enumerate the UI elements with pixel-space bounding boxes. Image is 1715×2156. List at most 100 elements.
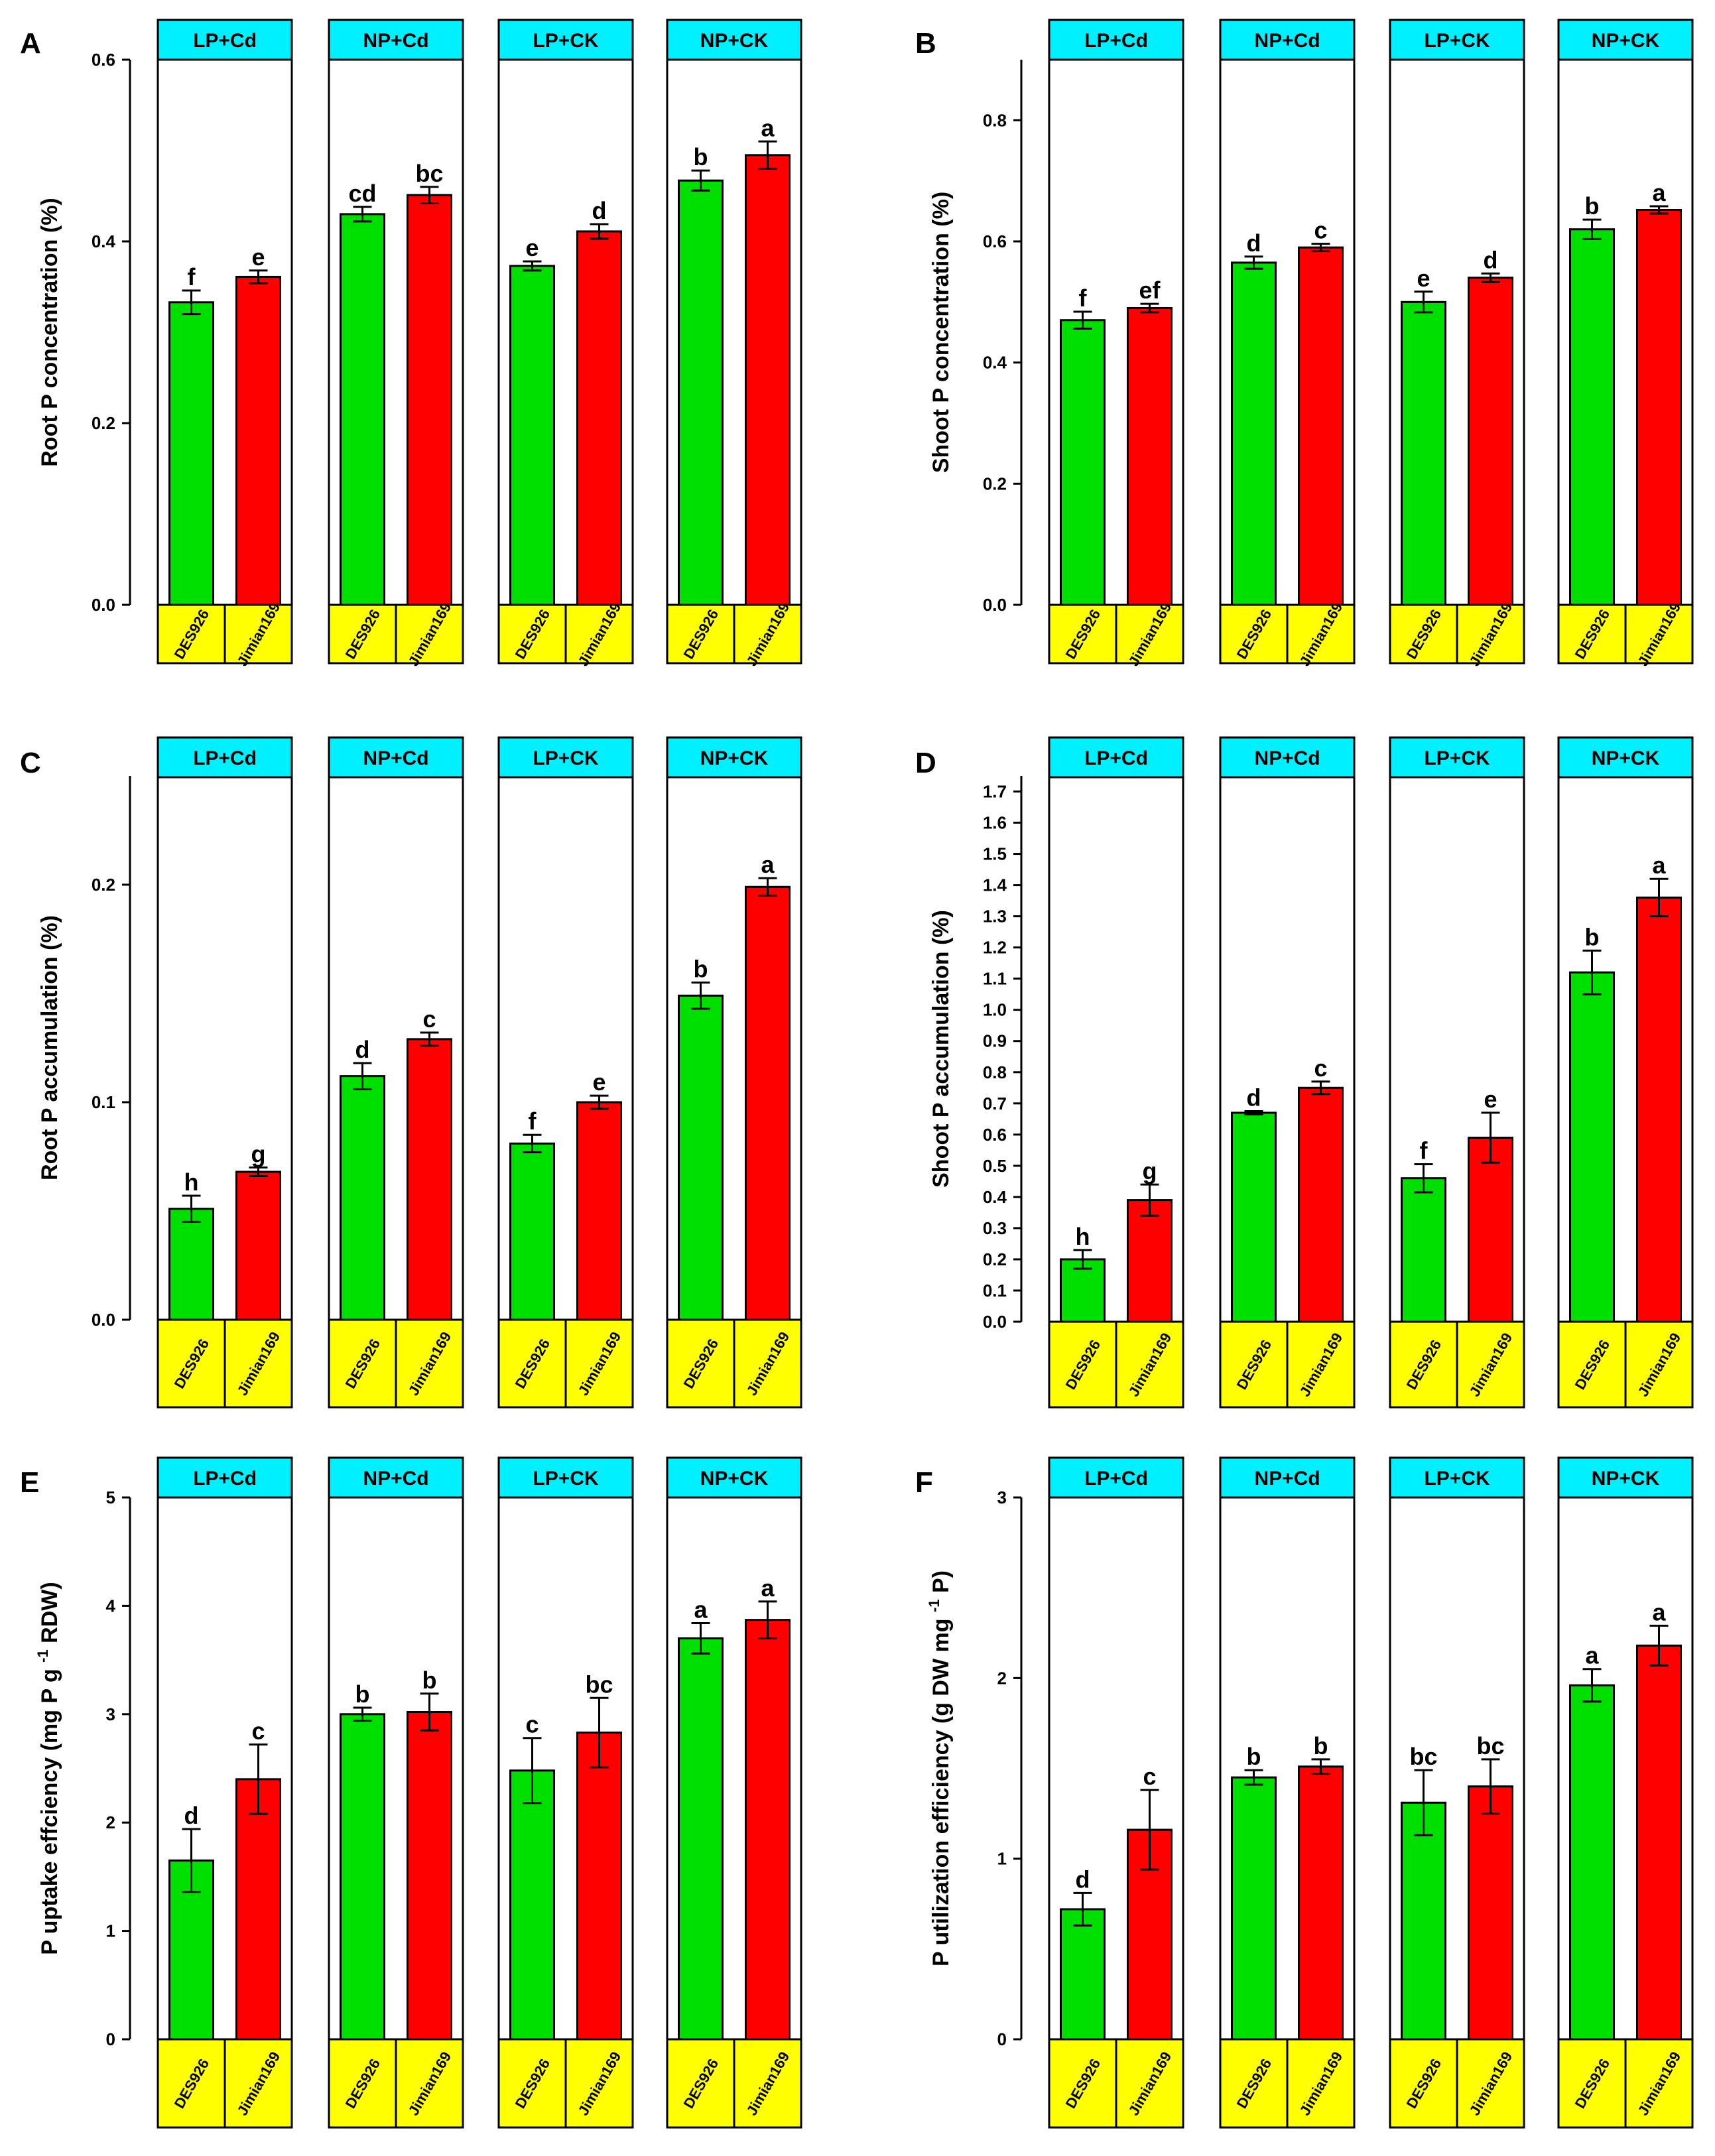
y-tick-label: 1.1 (983, 969, 1007, 989)
bar-jimian169 (745, 154, 791, 606)
significance-letter: ef (1139, 277, 1161, 304)
y-tick-label: 0.0 (983, 1312, 1007, 1332)
group-header (1389, 736, 1525, 779)
y-tick-label: 5 (106, 1488, 115, 1507)
panel-f: F 0 1 2 3 P utilization efficiency (g DW mg -… (915, 1456, 1694, 2129)
y-tick-label: 1.0 (983, 1000, 1007, 1020)
bar-des926 (168, 1208, 214, 1321)
significance-letter: d (1247, 1084, 1261, 1111)
significance-letter: bc (415, 160, 443, 187)
significance-letter: c (1314, 217, 1327, 244)
group-header-label: LP+Cd (1084, 1468, 1148, 1490)
bar-des926 (678, 994, 724, 1321)
group-header (1557, 19, 1694, 61)
significance-letter: e (525, 234, 539, 261)
bar-jimian169 (407, 1038, 452, 1321)
bar-jimian169 (745, 885, 791, 1321)
bar-des926 (1231, 261, 1277, 606)
significance-letter: e (251, 243, 265, 271)
bar-des926 (1231, 1776, 1277, 2041)
bar-jimian169 (1298, 246, 1344, 606)
group-header-label: LP+Cd (193, 30, 257, 52)
bar-jimian169 (576, 230, 622, 606)
bar-des926 (1060, 1258, 1106, 1323)
y-tick-label: 1.7 (983, 782, 1007, 802)
group-header-label: NP+Cd (363, 747, 428, 769)
bar-jimian169 (576, 1732, 622, 2041)
group-header-label: NP+Cd (363, 30, 428, 52)
group-header (1048, 736, 1184, 779)
y-axis-label: Root P accumulation (%) (37, 915, 62, 1180)
y-axis-label: P utilization efficiency (g DW mg -1 P) (926, 1570, 954, 1966)
bar-des926 (1569, 971, 1615, 1323)
significance-letter: f (1420, 1137, 1429, 1165)
group-header (1048, 1456, 1184, 1499)
y-tick-label: 0 (106, 2029, 115, 2049)
significance-letter: b (1585, 192, 1600, 220)
panel-e: E 0 1 2 3 4 5 P uptake effciency (mg P g -1 RDW… (20, 1456, 802, 2129)
y-tick-label: 0.6 (983, 231, 1007, 251)
y-tick-label: 0.2 (92, 875, 115, 895)
y-tick-label: 0.4 (983, 353, 1007, 373)
bar-jimian169 (1636, 1644, 1682, 2041)
bar-des926 (1401, 1177, 1446, 1323)
bar-des926 (340, 213, 385, 606)
bar-des926 (509, 1769, 555, 2041)
significance-letter: c (251, 1718, 265, 1745)
y-tick-label: 0.2 (92, 413, 115, 433)
significance-letter: g (1143, 1157, 1157, 1184)
significance-letter: g (251, 1140, 266, 1167)
group-header (157, 1456, 293, 1499)
group-header-label: NP+CK (700, 1468, 769, 1490)
group-header-label: NP+Cd (1254, 1468, 1320, 1490)
group-header (157, 736, 293, 779)
y-tick-label: 2 (997, 1668, 1007, 1688)
y-tick-label: 4 (106, 1596, 116, 1616)
significance-letter: a (761, 114, 775, 141)
y-axis-label: Shoot P accumulation (%) (928, 910, 954, 1188)
significance-letter: b (1314, 1732, 1328, 1759)
y-tick-label: 1.5 (983, 844, 1007, 864)
y-tick-label: 0.6 (983, 1125, 1007, 1145)
bar-des926 (1231, 1111, 1277, 1323)
y-tick-label: 0.6 (92, 50, 115, 70)
significance-letter: c (1314, 1054, 1327, 1082)
bar-des926 (1569, 228, 1615, 606)
group-header-label: LP+CK (533, 747, 599, 769)
group-header (1557, 736, 1694, 779)
group-header-label: LP+Cd (1084, 747, 1148, 769)
bar-jimian169 (235, 1778, 281, 2041)
panel-label: C (20, 747, 41, 779)
group-header (497, 736, 634, 779)
group-header (1219, 19, 1356, 61)
bar-jimian169 (235, 1171, 281, 1321)
significance-letter: b (694, 956, 708, 983)
significance-letter: d (592, 197, 607, 224)
group-header (497, 19, 634, 61)
y-tick-label: 0.5 (983, 1156, 1007, 1176)
significance-letter: e (592, 1068, 605, 1096)
y-axis-label: Root P concentration (%) (37, 198, 62, 467)
significance-letter: cd (348, 180, 376, 207)
group-header-label: NP+CK (1592, 1468, 1660, 1490)
significance-letter: a (1652, 179, 1666, 206)
bar-jimian169 (407, 1711, 452, 2041)
group-header-label: NP+CK (1592, 30, 1660, 52)
panel-c: C 0.0 0.1 0.2 Root P accumulation (%) LP+CdDE… (20, 736, 802, 1409)
significance-letter: bc (1476, 1732, 1504, 1759)
group-header-label: LP+CK (1424, 30, 1490, 52)
group-header-label: LP+Cd (1084, 30, 1148, 52)
group-header (1048, 19, 1184, 61)
significance-letter: b (422, 1667, 437, 1694)
bar-jimian169 (1468, 1137, 1513, 1323)
significance-letter: b (694, 143, 708, 170)
